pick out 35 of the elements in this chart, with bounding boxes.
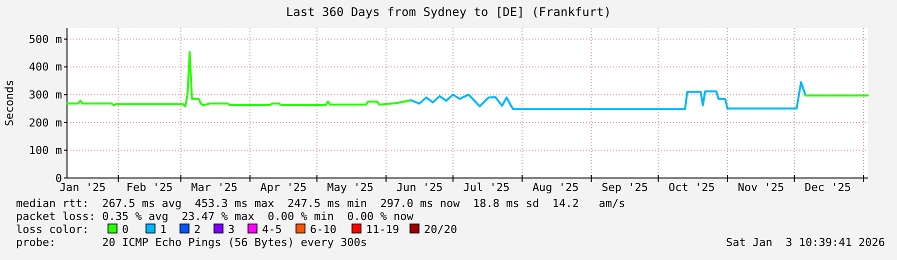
- text: packet loss: 0.35 % avg 23.47 % max 0.00 % min 0.00 % now: [16, 210, 414, 223]
- x-tick-label: Jan '25: [59, 181, 106, 194]
- chart-title: Last 360 Days from Sydney to [DE] (Frankfurt): [286, 5, 612, 19]
- line-series: [66, 51, 412, 108]
- x-tick-label: May '25: [327, 181, 374, 194]
- x-tick-label: Apr '25: [260, 181, 307, 194]
- y-axis-title: Seconds: [3, 80, 16, 126]
- legend-label: 4-5: [262, 223, 282, 236]
- y-tick-label: 400 m: [28, 60, 62, 74]
- legend-label: 11-19: [366, 223, 400, 236]
- x-tick-label: Nov '25: [738, 181, 784, 194]
- legend-label: 1: [160, 223, 167, 236]
- x-tick-label: Dec '25: [804, 181, 852, 194]
- legend-label: 6-10: [310, 223, 336, 236]
- x-tick-label: Mar '25: [191, 181, 238, 194]
- x-tick-label: Feb '25: [126, 181, 173, 194]
- legend-label: 20/20: [424, 223, 458, 236]
- y-tick-label: 300 m: [28, 88, 62, 102]
- y-tick-label: 200 m: [28, 116, 62, 130]
- text: Sat Jan 3 10:39:41 2026: [726, 236, 885, 249]
- legend-label: 0: [122, 223, 129, 236]
- legend-title: loss color:: [16, 223, 89, 236]
- x-tick-label: Jun '25: [396, 181, 443, 194]
- x-tick-label: Oct '25: [668, 181, 715, 194]
- legend-label: 3: [228, 223, 235, 236]
- y-tick-label: 0: [55, 172, 62, 185]
- x-tick-label: Jul '25: [463, 181, 510, 194]
- x-tick-label: Sep '25: [602, 181, 648, 194]
- text: median rtt: 267.5 ms avg 453.3 ms max 247.5 ms min 297.0 ms now 18.8 ms sd 14.2 am/s: [16, 197, 626, 210]
- y-tick-label: 100 m: [28, 144, 62, 158]
- x-tick-label: Aug '25: [532, 181, 579, 194]
- legend-label: 2: [194, 223, 201, 236]
- line-series: [410, 81, 807, 110]
- text: probe: 20 ICMP Echo Pings (56 Bytes) every 300s: [16, 236, 367, 249]
- y-tick-label: 500 m: [28, 32, 62, 46]
